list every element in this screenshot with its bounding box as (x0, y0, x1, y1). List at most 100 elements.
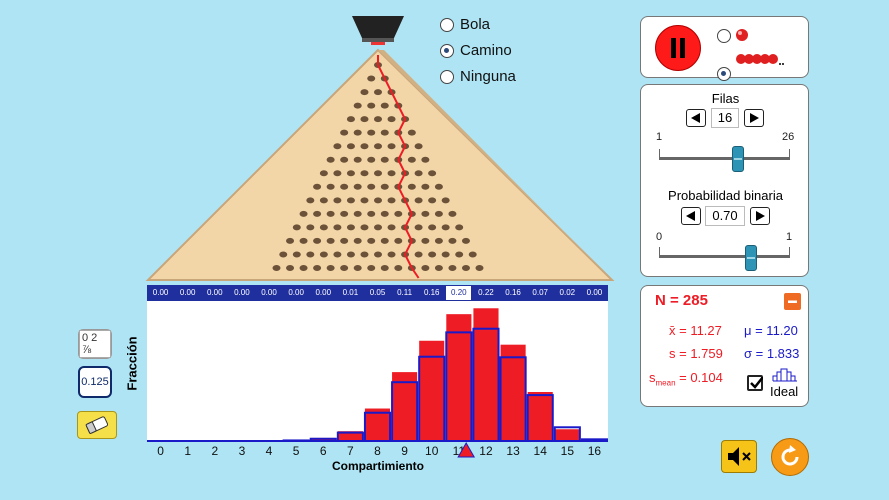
x-tick-label: 3 (239, 444, 246, 458)
bin-width-button[interactable]: 0.125 (78, 366, 112, 398)
radio-button[interactable] (440, 17, 454, 32)
peg (468, 251, 477, 258)
path-option-label: Bola (460, 16, 491, 33)
peg (441, 224, 450, 231)
mean-marker[interactable] (457, 441, 476, 458)
prob-value: 0.70 (705, 206, 745, 226)
peg (414, 197, 423, 204)
radio-button[interactable] (440, 43, 454, 58)
decimal-toggle-button[interactable]: 0 2 ⅞ (78, 329, 112, 359)
prob-increase-button[interactable] (750, 207, 770, 225)
peg (306, 224, 315, 231)
observed-bar (446, 314, 472, 441)
peg (333, 170, 342, 177)
left-arrow-icon (686, 211, 695, 221)
pause-button[interactable] (655, 25, 701, 71)
peg (326, 183, 335, 190)
peg (434, 237, 443, 244)
checkmark-icon (750, 376, 764, 389)
peg (313, 183, 322, 190)
peg (326, 265, 335, 271)
path-option-0[interactable]: Bola (440, 16, 490, 33)
prob-slider-thumb[interactable] (744, 245, 757, 271)
peg (380, 265, 389, 271)
peg (353, 237, 362, 244)
peg (367, 237, 376, 244)
fraction-cell: 0.07 (532, 288, 548, 297)
peg (380, 210, 389, 217)
peg (333, 143, 342, 150)
fraction-cell: 0.01 (342, 288, 359, 297)
peg (299, 210, 308, 217)
multi-ball-icon (736, 54, 784, 65)
prob-slider-track[interactable] (659, 255, 790, 258)
rows-slider-track[interactable] (659, 157, 790, 160)
peg (387, 251, 396, 258)
standard-error-symbol: s (649, 370, 656, 385)
path-option-1[interactable]: Camino (440, 42, 512, 59)
peg (380, 129, 389, 136)
peg (340, 237, 349, 244)
peg (421, 156, 430, 163)
eraser-icon (85, 416, 109, 434)
standard-error: smean = 0.104 (649, 370, 723, 388)
peg (428, 224, 437, 231)
eraser-button[interactable] (77, 411, 117, 439)
sample-mean: x̄ = 11.27 (669, 323, 722, 338)
rows-slider-thumb[interactable] (731, 146, 744, 172)
peg (367, 129, 376, 136)
peg (421, 210, 430, 217)
collapse-button[interactable] (784, 293, 801, 310)
rows-value: 16 (711, 108, 739, 128)
ideal-checkbox[interactable] (747, 375, 764, 391)
peg (333, 197, 342, 204)
reset-button[interactable] (771, 438, 809, 476)
rows-max-label: 26 (782, 131, 795, 143)
peg (340, 265, 349, 271)
x-tick-label: 5 (293, 444, 300, 458)
x-tick-label: 1 (184, 444, 191, 458)
rows-increase-button[interactable] (744, 109, 764, 127)
multi-ball-radio[interactable] (717, 67, 731, 81)
right-arrow-icon (756, 211, 765, 221)
mute-button[interactable] (721, 440, 757, 473)
bin-width-label: 0.125 (81, 376, 109, 388)
peg (461, 265, 470, 271)
peg (333, 251, 342, 258)
peg (326, 237, 335, 244)
x-tick-label: 6 (320, 444, 327, 458)
x-tick-label: 13 (506, 444, 520, 458)
peg (360, 89, 369, 96)
statistics-panel: N = 285 x̄ = 11.27 μ = 11.20 s = 1.759 σ… (640, 285, 809, 407)
peg (394, 210, 403, 217)
fraction-cell: 0.16 (423, 288, 440, 297)
peg (360, 116, 369, 123)
minus-icon (788, 300, 797, 303)
single-ball-icon (736, 29, 748, 41)
peg (292, 251, 301, 258)
y-axis-label: Fracción (124, 336, 140, 391)
peg (461, 237, 470, 244)
peg (367, 75, 376, 82)
prob-decrease-button[interactable] (681, 207, 701, 225)
peg (346, 116, 355, 123)
peg (407, 129, 416, 136)
peg (319, 197, 328, 204)
fraction-cell: 0.05 (369, 288, 386, 297)
peg (448, 237, 457, 244)
rows-decrease-button[interactable] (686, 109, 706, 127)
peg (299, 237, 308, 244)
peg (374, 116, 382, 123)
peg (455, 224, 464, 231)
peg (414, 251, 423, 258)
peg (319, 251, 328, 258)
peg (360, 251, 369, 258)
fraction-cell: 0.00 (152, 288, 169, 297)
path-option-2[interactable]: Ninguna (440, 68, 516, 85)
radio-button[interactable] (440, 69, 454, 84)
peg (455, 251, 464, 258)
ideal-histogram-icon (772, 368, 797, 382)
peg (374, 197, 382, 204)
fraction-cell: 0.00 (261, 288, 277, 297)
single-ball-radio[interactable] (717, 29, 731, 43)
